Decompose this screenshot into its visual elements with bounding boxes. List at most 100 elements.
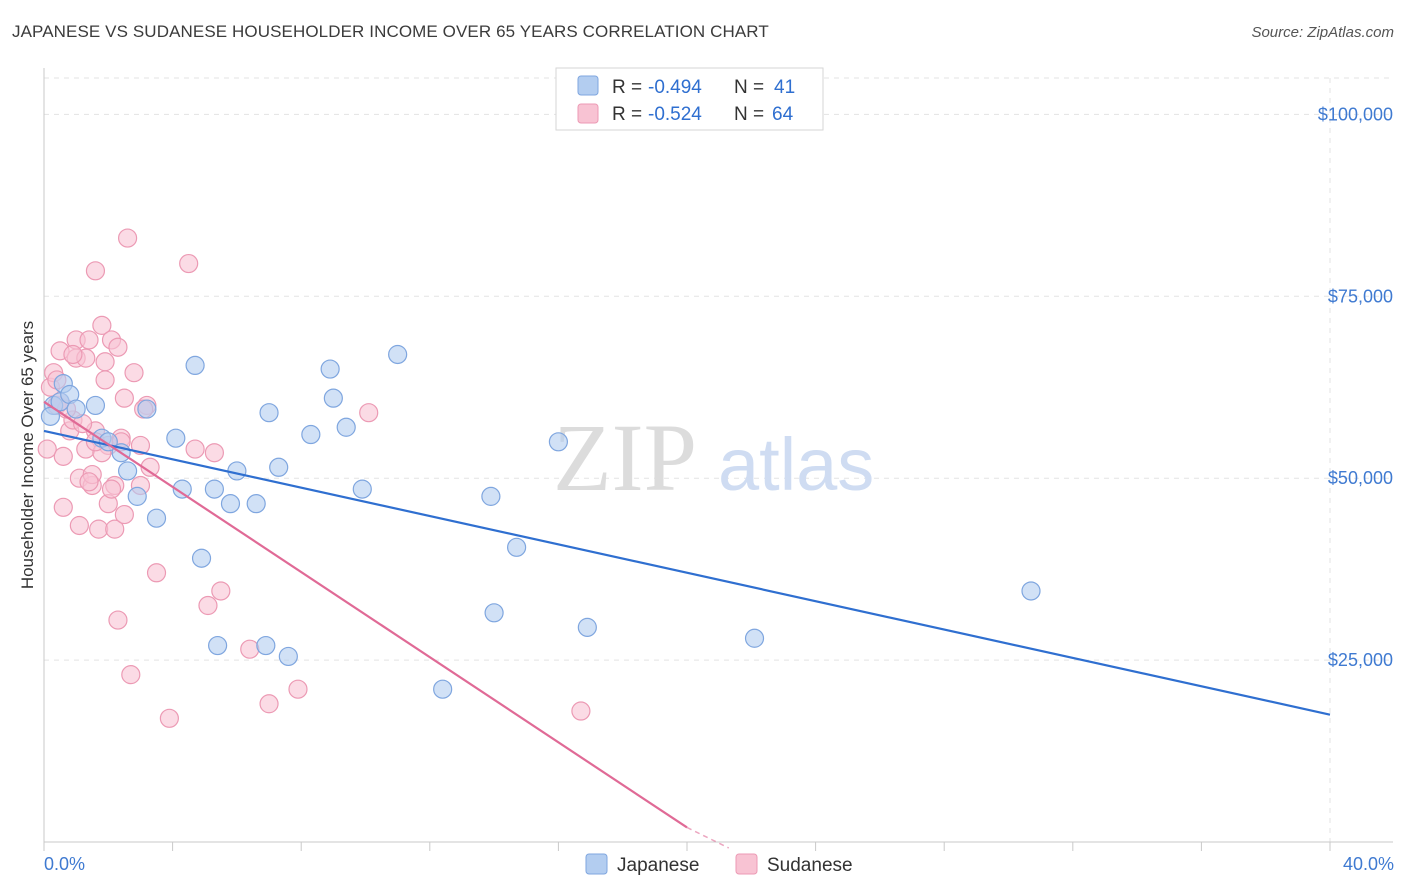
point-sudanese — [571, 701, 591, 721]
legend-n-label-japanese: N = — [734, 77, 764, 98]
point-sudanese — [288, 679, 308, 699]
point-sudanese — [159, 708, 179, 728]
x-tick-label-min: 0.0% — [44, 854, 85, 874]
point-sudanese — [85, 261, 106, 281]
point-sudanese — [117, 228, 138, 248]
point-sudanese — [114, 388, 134, 408]
point-sudanese — [198, 595, 218, 616]
point-japanese — [507, 537, 527, 557]
point-japanese — [191, 548, 212, 568]
point-sudanese — [37, 439, 57, 459]
point-sudanese — [146, 563, 167, 583]
point-sudanese — [185, 439, 205, 459]
trendline-japanese — [43, 429, 1331, 716]
point-sudanese — [105, 519, 125, 539]
point-japanese — [336, 417, 356, 437]
point-japanese — [744, 628, 765, 648]
legend-box — [555, 67, 824, 131]
point-sudanese — [63, 344, 83, 365]
source-credit: Source: ZipAtlas.com — [1251, 24, 1394, 41]
x-tick-label-max: 40.0% — [1343, 854, 1394, 874]
point-japanese — [352, 479, 372, 499]
trendline-sudanese-extension — [686, 826, 730, 849]
point-sudanese — [114, 504, 134, 525]
point-japanese — [433, 679, 453, 699]
point-japanese — [117, 461, 138, 481]
y-tick-label: $75,000 — [1328, 286, 1393, 306]
point-sudanese — [95, 352, 115, 372]
legend-n-value-japanese: 41 — [774, 77, 795, 98]
point-japanese — [256, 635, 276, 656]
legend-n-value-sudanese: 64 — [772, 104, 794, 125]
point-japanese — [208, 635, 228, 656]
point-japanese — [320, 359, 340, 379]
legend-swatch-japanese — [577, 75, 599, 96]
trendline-sudanese — [43, 400, 688, 829]
bottom-legend-label-sudanese: Sudanese — [767, 855, 853, 876]
point-sudanese — [92, 315, 112, 335]
legend-r-value-sudanese: -0.524 — [648, 104, 702, 125]
point-japanese — [185, 355, 205, 376]
point-japanese — [577, 617, 597, 637]
watermark: ZIP atlas — [553, 404, 874, 511]
point-japanese — [481, 486, 501, 506]
point-japanese — [259, 403, 279, 423]
point-sudanese — [89, 519, 109, 539]
y-tick-label: $100,000 — [1318, 104, 1393, 124]
point-sudanese — [204, 443, 224, 463]
correlation-legend: R = -0.494 N = 41 R = -0.524 N = 64 — [555, 67, 824, 131]
point-sudanese — [130, 435, 151, 456]
point-japanese — [548, 432, 569, 452]
point-sudanese — [259, 694, 279, 714]
point-sudanese — [101, 479, 122, 499]
point-sudanese — [108, 337, 128, 357]
x-tick-labels: 0.0% 40.0% — [44, 854, 1394, 874]
point-sudanese — [95, 370, 115, 390]
point-japanese — [278, 646, 298, 667]
point-japanese — [246, 494, 266, 514]
point-japanese — [484, 603, 504, 623]
legend-n-label-sudanese: N = — [734, 104, 764, 125]
chart-title: JAPANESE VS SUDANESE HOUSEHOLDER INCOME … — [12, 22, 769, 41]
data-points — [37, 228, 1041, 728]
y-axis-title: Householder Income Over 65 years — [18, 321, 37, 589]
point-sudanese — [359, 403, 379, 423]
point-japanese — [146, 508, 167, 528]
y-tick-label: $50,000 — [1328, 468, 1393, 488]
point-japanese — [227, 461, 247, 481]
y-tick-label: $25,000 — [1328, 650, 1393, 670]
point-japanese — [85, 395, 106, 416]
point-japanese — [220, 494, 241, 514]
point-japanese — [137, 399, 157, 419]
point-japanese — [301, 424, 321, 445]
point-sudanese — [79, 472, 99, 492]
point-japanese — [172, 479, 192, 499]
point-sudanese — [179, 253, 199, 274]
point-japanese — [166, 428, 186, 448]
legend-r-value-japanese: -0.494 — [648, 77, 702, 98]
bottom-legend-swatch-sudanese — [735, 853, 758, 875]
point-sudanese — [240, 639, 260, 659]
point-sudanese — [121, 665, 141, 685]
watermark-zip: ZIP — [553, 404, 697, 511]
legend-r-label-japanese: R = — [612, 77, 642, 98]
point-japanese — [1021, 581, 1041, 601]
bottom-legend-swatch-japanese — [585, 853, 608, 875]
legend-swatch-sudanese — [577, 103, 599, 124]
point-japanese — [269, 457, 289, 477]
legend-r-label-sudanese: R = — [612, 104, 642, 125]
grid-lines — [44, 77, 1393, 842]
point-sudanese — [79, 330, 99, 350]
watermark-atlas: atlas — [718, 423, 874, 506]
point-sudanese — [211, 581, 231, 601]
point-sudanese — [108, 610, 128, 630]
y-tick-labels: $25,000 $50,000 $75,000 $100,000 — [1318, 104, 1393, 670]
point-japanese — [323, 388, 343, 408]
point-japanese — [66, 399, 86, 419]
point-japanese — [388, 344, 408, 365]
point-sudanese — [124, 363, 144, 383]
point-sudanese — [53, 497, 73, 517]
bottom-legend-label-japanese: Japanese — [617, 855, 699, 876]
trendlines — [43, 400, 1331, 849]
